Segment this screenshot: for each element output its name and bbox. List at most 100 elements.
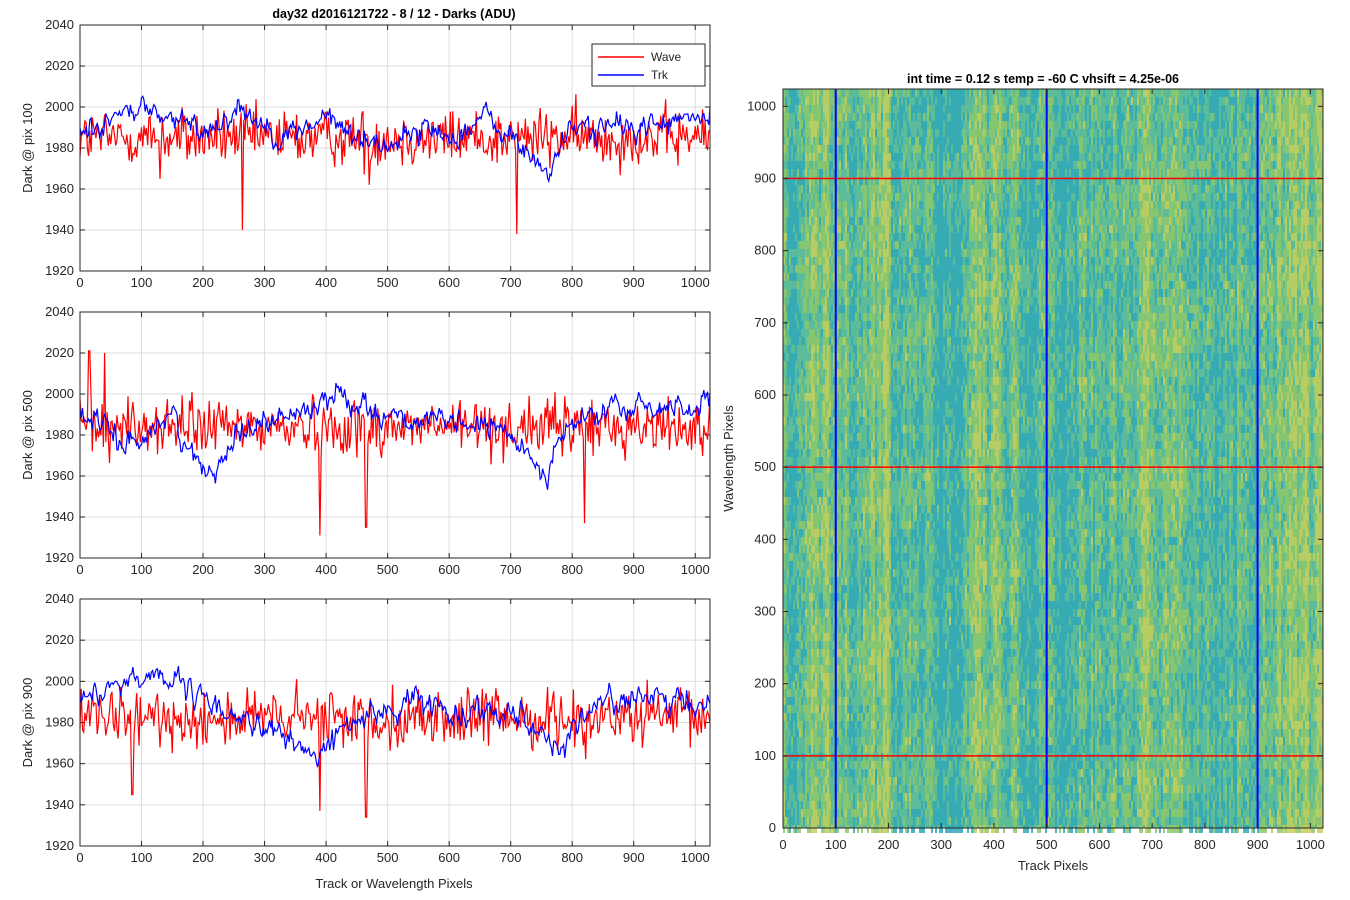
heatmap-cell (825, 345, 827, 353)
heatmap-cell (925, 601, 927, 609)
heatmap-cell (883, 377, 885, 385)
heatmap-cell (921, 601, 923, 609)
heatmap-cell (937, 657, 939, 665)
heatmap-cell (869, 105, 871, 113)
heatmap-cell (783, 233, 785, 241)
heatmap-cell (843, 585, 845, 593)
heatmap-cell (859, 585, 861, 593)
heatmap-cell (889, 545, 891, 553)
heatmap-cell (863, 497, 865, 505)
heatmap-cell (821, 161, 823, 169)
heatmap-cell (857, 777, 859, 785)
heatmap-cell (823, 353, 825, 361)
heatmap-cell (813, 425, 815, 433)
heatmap-cell (823, 505, 825, 513)
heatmap-cell (795, 505, 797, 513)
heatmap-cell (943, 569, 945, 577)
heatmap-cell (795, 433, 797, 441)
heatmap-cell (885, 673, 887, 681)
heatmap-cell (813, 153, 815, 161)
heatmap-cell (905, 633, 907, 641)
heatmap-cell (811, 409, 813, 417)
heatmap-cell (827, 745, 829, 753)
heatmap-cell (889, 633, 891, 641)
heatmap-cell (831, 729, 833, 737)
heatmap-cell (789, 217, 791, 225)
heatmap-cell (789, 489, 791, 497)
heatmap-cell (933, 321, 935, 329)
heatmap-cell (869, 177, 871, 185)
heatmap-cell (935, 497, 937, 505)
heatmap-cell (933, 385, 935, 393)
heatmap-cell (879, 121, 881, 129)
heatmap-cell (829, 433, 831, 441)
heatmap-cell (941, 609, 943, 617)
heatmap-cell (897, 233, 899, 241)
heatmap-cell (883, 433, 885, 441)
heatmap-cell (905, 177, 907, 185)
heatmap-cell (867, 129, 869, 137)
heatmap-cell (877, 377, 879, 385)
heatmap-cell (931, 401, 933, 409)
heatmap-cell (885, 145, 887, 153)
heatmap-cell (883, 345, 885, 353)
heatmap-cell (921, 465, 923, 473)
heatmap-cell (867, 209, 869, 217)
heatmap-cell (909, 361, 911, 369)
heatmap-cell (891, 169, 893, 177)
heatmap-cell (899, 257, 901, 265)
heatmap-cell (939, 193, 941, 201)
x-tick-label: 800 (561, 850, 583, 865)
heatmap-cell (873, 401, 875, 409)
heatmap-cell (807, 737, 809, 745)
heatmap-cell (931, 721, 933, 729)
heatmap-cell (845, 825, 847, 833)
heatmap-cell (889, 793, 891, 801)
heatmap-cell (861, 449, 863, 457)
heatmap-cell (867, 793, 869, 801)
heatmap-cell (819, 809, 821, 817)
heatmap-cell (889, 617, 891, 625)
heatmap-cell (869, 193, 871, 201)
heatmap-cell (849, 121, 851, 129)
heatmap-cell (871, 385, 873, 393)
heatmap-cell (887, 137, 889, 145)
heatmap-cell (823, 177, 825, 185)
heatmap-cell (815, 345, 817, 353)
heatmap-cell (895, 225, 897, 233)
heatmap-cell (811, 329, 813, 337)
heatmap-cell (859, 481, 861, 489)
heatmap-cell (837, 201, 839, 209)
heatmap-cell (921, 641, 923, 649)
heatmap-cell (811, 625, 813, 633)
heatmap-cell (889, 673, 891, 681)
heatmap-cell (787, 393, 789, 401)
heatmap-cell (821, 193, 823, 201)
heatmap-cell (865, 193, 867, 201)
heatmap-cell (869, 417, 871, 425)
heatmap-cell (873, 193, 875, 201)
y-tick-label: 1980 (45, 140, 74, 155)
heatmap-cell (941, 257, 943, 265)
heatmap-cell (903, 641, 905, 649)
heatmap-cell (843, 689, 845, 697)
heatmap-cell (879, 593, 881, 601)
heatmap-cell (875, 265, 877, 273)
heatmap-cell (833, 345, 835, 353)
heatmap-cell (881, 201, 883, 209)
heatmap-cell (815, 633, 817, 641)
heatmap-cell (893, 657, 895, 665)
heatmap-cell (869, 689, 871, 697)
heatmap-cell (823, 737, 825, 745)
heatmap-cell (851, 657, 853, 665)
heatmap-cell (889, 737, 891, 745)
heatmap-cell (897, 809, 899, 817)
heatmap-cell (917, 673, 919, 681)
heatmap-cell (907, 169, 909, 177)
heatmap-cell (847, 217, 849, 225)
heatmap-cell (847, 673, 849, 681)
heatmap-cell (857, 297, 859, 305)
heatmap-cell (783, 489, 785, 497)
heatmap-cell (803, 513, 805, 521)
heatmap-cell (935, 777, 937, 785)
